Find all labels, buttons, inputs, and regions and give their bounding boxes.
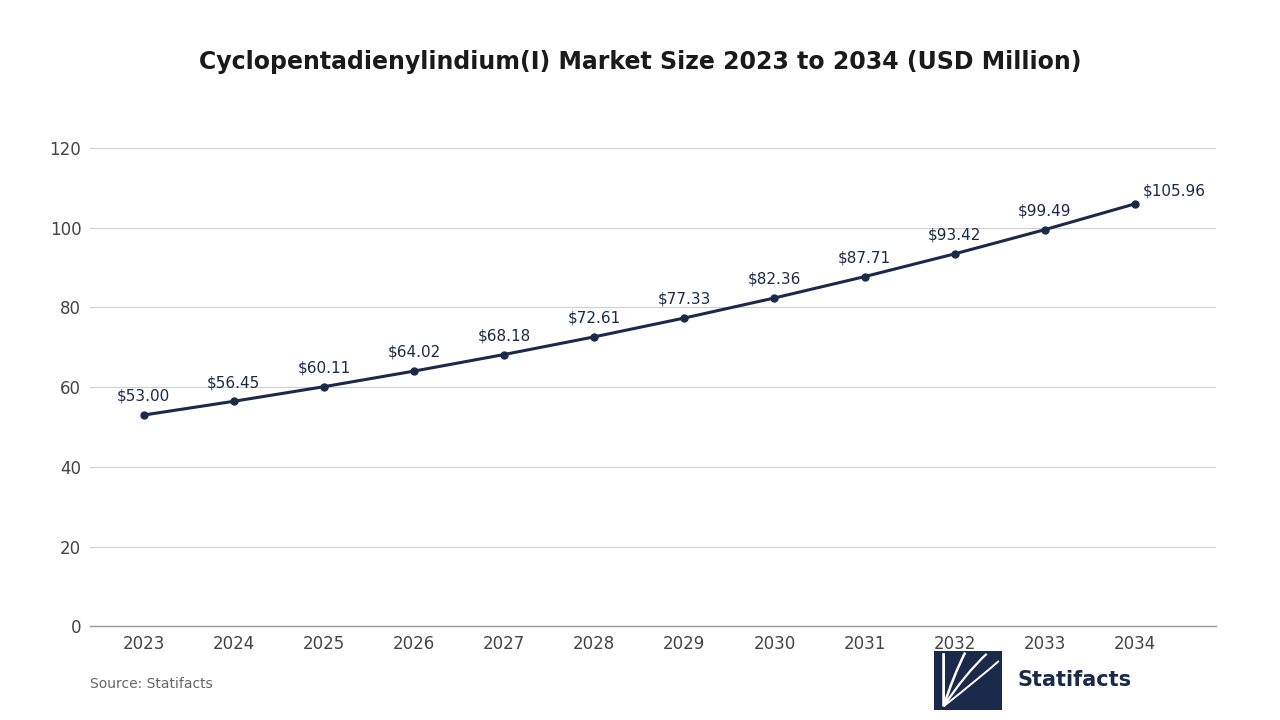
Text: Statifacts: Statifacts: [1018, 670, 1132, 690]
Text: $82.36: $82.36: [748, 272, 801, 287]
Text: $68.18: $68.18: [477, 328, 531, 343]
Text: $64.02: $64.02: [388, 345, 440, 360]
Text: $72.61: $72.61: [567, 311, 621, 325]
Text: $99.49: $99.49: [1018, 204, 1071, 219]
Text: $105.96: $105.96: [1143, 184, 1206, 198]
Text: $60.11: $60.11: [297, 361, 351, 376]
Text: Cyclopentadienylindium(I) Market Size 2023 to 2034 (USD Million): Cyclopentadienylindium(I) Market Size 20…: [198, 50, 1082, 74]
Text: Source: Statifacts: Source: Statifacts: [90, 678, 212, 691]
Text: $53.00: $53.00: [116, 389, 170, 404]
Bar: [934, 651, 1002, 710]
Text: $56.45: $56.45: [207, 375, 260, 390]
Text: $87.71: $87.71: [838, 251, 891, 266]
Text: $93.42: $93.42: [928, 228, 982, 243]
Text: $77.33: $77.33: [658, 292, 710, 307]
